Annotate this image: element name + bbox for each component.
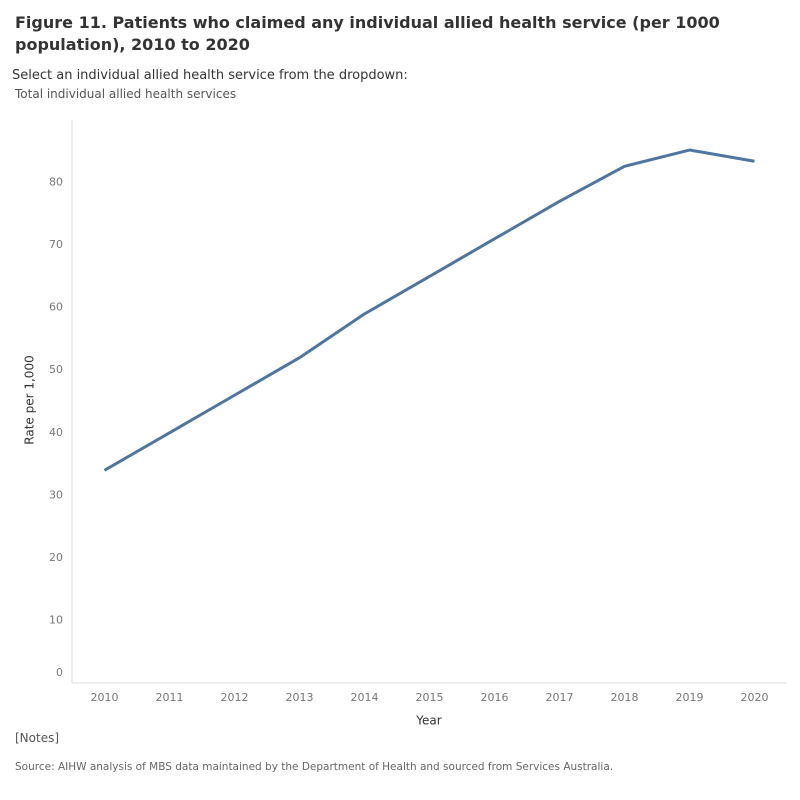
y-tick-label: 80 [49,176,63,189]
x-tick-label: 2013 [286,691,314,704]
x-tick-label: 2010 [91,691,119,704]
filter-label: Select an individual allied health servi… [12,68,408,83]
y-tick-label: 70 [49,238,63,251]
x-tick-label: 2016 [481,691,509,704]
x-tick-label: 2014 [351,691,379,704]
y-tick-label: 60 [49,301,63,314]
y-tick-label: 30 [49,488,63,501]
y-tick-label: 10 [49,613,63,626]
y-tick-label: 50 [49,363,63,376]
y-tick-label: 0 [56,666,63,679]
x-axis-title: Year [415,714,441,728]
y-tick-label: 20 [49,551,63,564]
data-line [103,148,755,472]
x-tick-label: 2020 [741,691,769,704]
x-tick-label: 2015 [416,691,444,704]
filter-dropdown[interactable]: Total individual allied health services [15,87,237,101]
notes-link[interactable]: [Notes] [15,731,60,745]
x-tick-label: 2018 [611,691,639,704]
source-note: Source: AIHW analysis of MBS data mainta… [15,761,614,773]
x-tick-label: 2011 [156,691,184,704]
y-tick-label: 40 [49,426,63,439]
x-tick-label: 2019 [676,691,704,704]
figure-title: Figure 11. Patients who claimed any indi… [15,13,720,54]
y-axis-title: Rate per 1,000 [23,355,37,444]
x-tick-label: 2012 [221,691,249,704]
x-tick-label: 2017 [546,691,574,704]
